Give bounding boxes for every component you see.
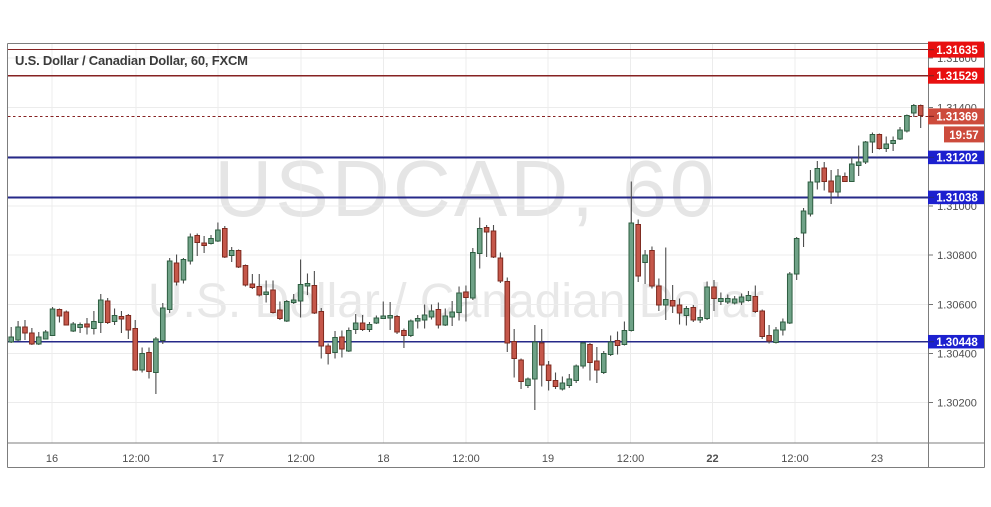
svg-text:1.30600: 1.30600 [937,299,977,311]
svg-text:12:00: 12:00 [122,453,150,465]
svg-text:1.30400: 1.30400 [937,349,977,361]
svg-text:1.31369: 1.31369 [936,112,978,124]
svg-text:12:00: 12:00 [452,453,480,465]
svg-text:1.30200: 1.30200 [937,398,977,410]
svg-text:12:00: 12:00 [287,453,315,465]
svg-text:1.31529: 1.31529 [936,71,978,83]
svg-text:17: 17 [212,453,224,465]
svg-text:12:00: 12:00 [781,453,809,465]
svg-text:16: 16 [46,453,58,465]
svg-text:22: 22 [706,453,718,465]
svg-text:23: 23 [871,453,883,465]
svg-text:19:57: 19:57 [949,130,978,142]
svg-text:18: 18 [377,453,389,465]
svg-text:1.31202: 1.31202 [936,153,978,165]
svg-text:1.31038: 1.31038 [936,193,978,205]
svg-text:19: 19 [542,453,554,465]
svg-text:12:00: 12:00 [617,453,645,465]
svg-text:1.31600: 1.31600 [937,53,977,65]
svg-text:1.31635: 1.31635 [936,45,978,57]
svg-text:1.30800: 1.30800 [937,250,977,262]
svg-text:1.30448: 1.30448 [936,337,978,349]
svg-text:U.S. Dollar / Canadian Dollar,: U.S. Dollar / Canadian Dollar, 60, FXCM [15,53,248,68]
